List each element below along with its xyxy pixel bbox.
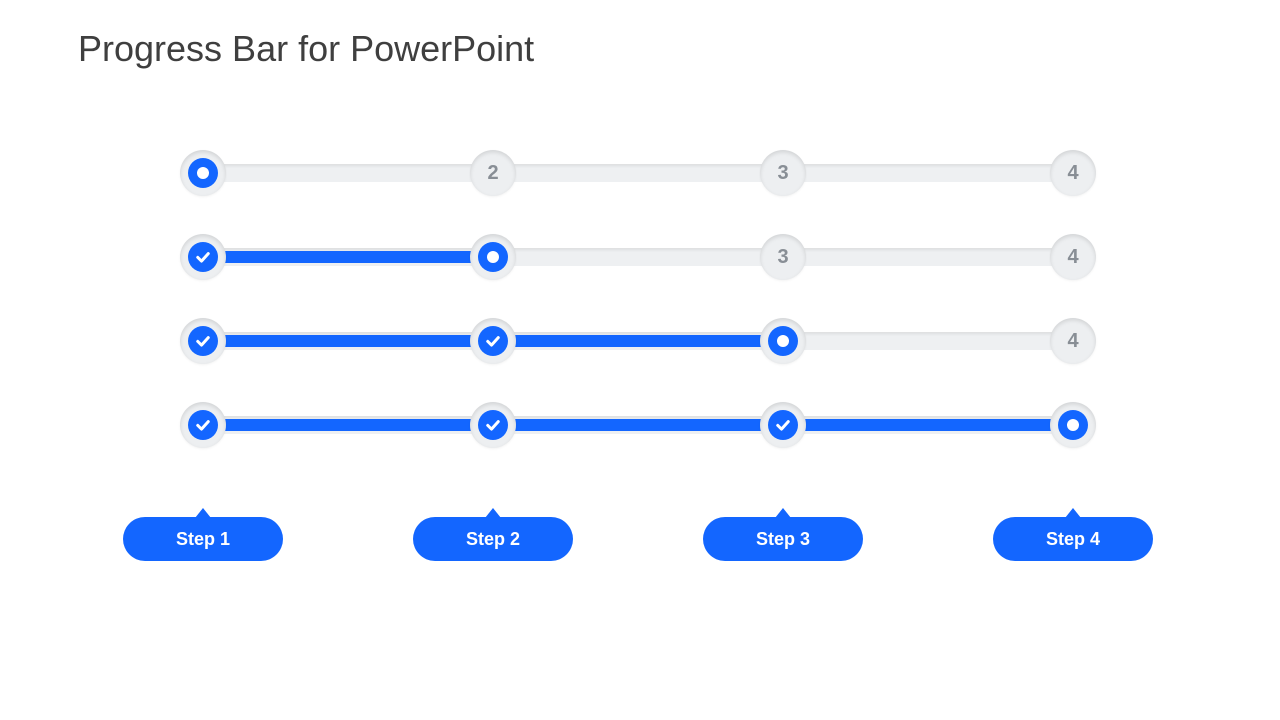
step-node-label: 3 [777,162,788,185]
progress-area: 234 34 4 Step 1Step 2Step 3Step 4 [180,150,1096,572]
step-node [180,402,226,448]
step-pill-label: Step 4 [993,517,1153,561]
step-pill-row: Step 1Step 2Step 3Step 4 [180,508,1096,572]
track-active [203,419,1073,431]
track-active [203,251,493,263]
check-icon [188,242,218,272]
progress-row: 2 3 4 [180,150,1096,196]
step-node [180,234,226,280]
step-node [470,402,516,448]
step-node: 4 [1050,150,1096,196]
step-pill: Step 4 [993,508,1153,561]
step-node [470,234,516,280]
check-icon [768,410,798,440]
step-node: 4 [1050,318,1096,364]
step-node: 4 [1050,234,1096,280]
step-pill: Step 1 [123,508,283,561]
step-node: 3 [760,234,806,280]
step-pill: Step 3 [703,508,863,561]
step-pill: Step 2 [413,508,573,561]
current-step-icon [768,326,798,356]
check-icon [188,326,218,356]
progress-row: 4 [180,318,1096,364]
progress-row: 34 [180,234,1096,280]
step-node: 2 [470,150,516,196]
step-pill-label: Step 2 [413,517,573,561]
step-node [1050,402,1096,448]
step-pill-label: Step 3 [703,517,863,561]
step-node [470,318,516,364]
progress-row [180,402,1096,448]
check-icon [478,326,508,356]
step-node-label: 4 [1067,330,1078,353]
step-node-label: 4 [1067,246,1078,269]
step-pill-label: Step 1 [123,517,283,561]
step-node [180,318,226,364]
track-inactive [194,164,1082,182]
step-node [760,318,806,364]
check-icon [188,410,218,440]
step-node-label: 3 [777,246,788,269]
step-node-label: 4 [1067,162,1078,185]
current-step-icon [478,242,508,272]
page-title: Progress Bar for PowerPoint [78,28,534,70]
step-node-label: 2 [487,162,498,185]
current-step-icon [188,158,218,188]
check-icon [478,410,508,440]
step-node [760,402,806,448]
step-node: 3 [760,150,806,196]
step-node [180,150,226,196]
current-step-icon [1058,410,1088,440]
